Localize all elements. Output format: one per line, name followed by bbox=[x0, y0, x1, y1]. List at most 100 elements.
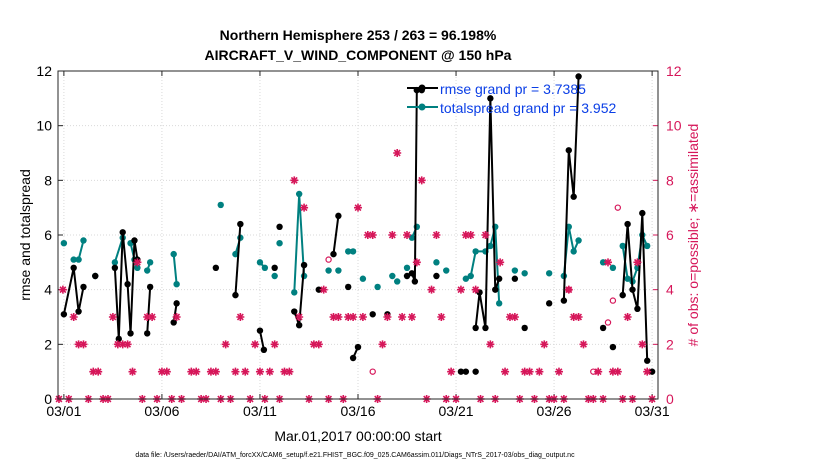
rmse-line bbox=[562, 76, 580, 301]
obs-assimilated-marker bbox=[501, 367, 510, 376]
obs-assimilated-marker bbox=[314, 340, 323, 349]
obs-assimilated-marker bbox=[118, 340, 127, 349]
series bbox=[60, 73, 656, 375]
x-tick-label: 03/06 bbox=[144, 403, 179, 419]
rmse-point bbox=[521, 324, 528, 332]
obs-assimilated-marker bbox=[148, 313, 157, 321]
spread-point bbox=[472, 248, 479, 255]
obs-assimilated-marker bbox=[368, 231, 377, 239]
obs-assimilated-marker bbox=[594, 367, 603, 376]
obs-assimilated-marker bbox=[334, 313, 343, 321]
obs-assimilated-marker bbox=[535, 367, 544, 376]
spread-point bbox=[291, 289, 298, 296]
plot-frame bbox=[57, 70, 659, 400]
spread-point bbox=[521, 270, 528, 277]
obs-assimilated-marker bbox=[520, 367, 529, 376]
spread-point bbox=[60, 240, 68, 247]
x-tick-label: 03/31 bbox=[635, 403, 670, 419]
rmse-point bbox=[472, 368, 479, 375]
legend: rmse grand pr = 3.7385 totalspread grand… bbox=[407, 81, 617, 116]
obs-assimilated-marker bbox=[643, 367, 652, 376]
spread-point bbox=[644, 242, 651, 250]
y-tick-label-right: 6 bbox=[666, 227, 674, 243]
rmse-point bbox=[570, 193, 577, 200]
rmse-point bbox=[237, 220, 244, 228]
spread-point bbox=[599, 259, 607, 266]
obs-assimilated-marker bbox=[172, 313, 181, 321]
rmse-point bbox=[487, 95, 494, 102]
rmse-point bbox=[173, 300, 180, 307]
obs-assimilated-marker bbox=[108, 313, 117, 321]
y-axis-label-right: # of obs: o=possible; ∗=assimilated bbox=[685, 124, 701, 347]
obs-assimilated-marker bbox=[221, 340, 230, 349]
obs-assimilated-marker bbox=[437, 313, 446, 321]
x-tick-label: 03/01 bbox=[46, 403, 81, 419]
spread-point bbox=[433, 259, 440, 266]
obs-assimilated-marker bbox=[206, 367, 215, 376]
y-tick-label-right: 8 bbox=[666, 172, 674, 188]
spread-point bbox=[349, 248, 357, 255]
obs-assimilated-marker bbox=[623, 313, 632, 321]
y-tick-label-left: 6 bbox=[44, 227, 52, 243]
y-tick-label-left: 10 bbox=[36, 118, 52, 134]
y-tick-label-left: 8 bbox=[44, 172, 52, 188]
obs-assimilated-marker bbox=[403, 231, 412, 239]
rmse-point bbox=[644, 357, 651, 364]
obs-assimilated-marker bbox=[211, 367, 220, 376]
x-tick-label: 03/16 bbox=[340, 403, 375, 419]
rmse-line bbox=[621, 213, 649, 361]
obs-assimilated-marker bbox=[285, 367, 294, 376]
rmse-point bbox=[127, 330, 134, 337]
rmse-point bbox=[575, 73, 582, 80]
spread-point bbox=[80, 237, 87, 244]
y-tick-label-left: 12 bbox=[36, 63, 52, 79]
rmse-point bbox=[599, 324, 607, 332]
rmse-point bbox=[354, 343, 362, 351]
obs-assimilated-marker bbox=[309, 340, 318, 349]
obs-assimilated-marker bbox=[579, 340, 588, 349]
spread-point bbox=[170, 250, 177, 258]
obs-assimilated-marker bbox=[407, 313, 416, 321]
spread-point bbox=[359, 275, 367, 282]
spread-point bbox=[394, 278, 401, 285]
spread-point bbox=[173, 281, 180, 288]
rmse-point bbox=[433, 272, 440, 280]
legend-rmse-label: rmse grand pr = 3.7385 bbox=[440, 81, 586, 97]
rmse-point bbox=[119, 229, 126, 236]
rmse-point bbox=[457, 368, 465, 375]
rmse-line bbox=[146, 286, 152, 334]
obs-assimilated-marker bbox=[432, 231, 441, 239]
x-tick-label: 03/11 bbox=[243, 403, 277, 419]
spread-point bbox=[325, 267, 332, 274]
spread-point bbox=[570, 248, 577, 255]
obs-assimilated-marker bbox=[447, 367, 456, 376]
spread-point bbox=[462, 275, 470, 282]
obs-assimilated-marker bbox=[427, 285, 436, 294]
rmse-point bbox=[511, 275, 519, 282]
spread-point bbox=[144, 267, 151, 274]
obs-assimilated-marker bbox=[319, 285, 328, 294]
obs-assimilated-marker bbox=[608, 367, 617, 376]
legend-rmse-marker bbox=[418, 84, 426, 92]
x-tick-label: 03/21 bbox=[439, 403, 474, 419]
spread-point bbox=[217, 201, 224, 209]
obs-assimilated-marker bbox=[604, 258, 612, 267]
rmse-point bbox=[560, 297, 568, 304]
rmse-point bbox=[634, 305, 641, 312]
obs-assimilated-marker bbox=[569, 313, 578, 321]
spread-point bbox=[443, 267, 450, 274]
obs-assimilated-marker bbox=[510, 313, 519, 321]
rmse-point bbox=[492, 286, 499, 293]
obs-assimilated-marker bbox=[241, 367, 250, 376]
rmse-point bbox=[295, 322, 303, 329]
spread-point bbox=[624, 275, 631, 282]
rmse-point bbox=[462, 368, 470, 375]
rmse-point bbox=[111, 264, 119, 271]
rmse-point bbox=[545, 300, 553, 307]
x-axis-label: Mar.01,2017 00:00:00 start bbox=[274, 428, 441, 444]
rmse-point bbox=[170, 319, 177, 326]
spread-point bbox=[70, 256, 77, 263]
spread-point bbox=[403, 264, 411, 271]
legend-spread-label: totalspread grand pr = 3.952 bbox=[440, 100, 617, 116]
